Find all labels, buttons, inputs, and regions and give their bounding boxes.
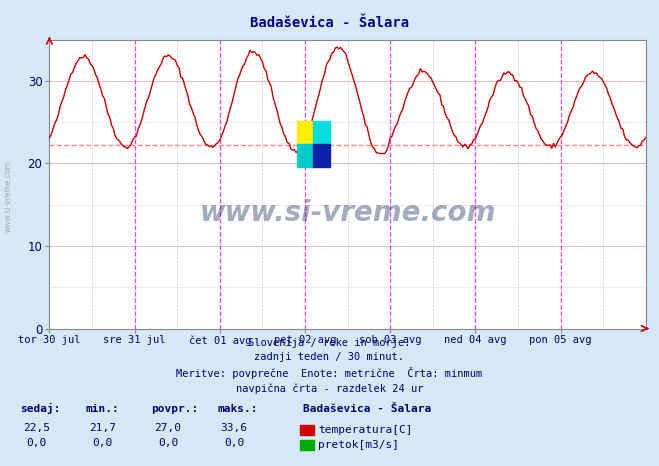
- Bar: [313, 144, 330, 167]
- Text: 33,6: 33,6: [221, 423, 247, 433]
- Text: 22,5: 22,5: [23, 423, 49, 433]
- Text: 0,0: 0,0: [224, 439, 244, 448]
- Text: sedaj:: sedaj:: [20, 404, 60, 414]
- Text: Slovenija / reke in morje.
zadnji teden / 30 minut.
Meritve: povprečne  Enote: m: Slovenija / reke in morje. zadnji teden …: [177, 338, 482, 394]
- Text: 21,7: 21,7: [89, 423, 115, 433]
- Bar: [297, 121, 313, 144]
- Text: www.si-vreme.com: www.si-vreme.com: [200, 199, 496, 227]
- Polygon shape: [297, 144, 313, 167]
- Text: Badaševica - Šalara: Badaševica - Šalara: [303, 404, 432, 414]
- Bar: [313, 121, 330, 144]
- Text: 0,0: 0,0: [158, 439, 178, 448]
- Text: 27,0: 27,0: [155, 423, 181, 433]
- Text: povpr.:: povpr.:: [152, 404, 199, 414]
- Text: temperatura[C]: temperatura[C]: [318, 425, 413, 435]
- Text: min.:: min.:: [86, 404, 119, 414]
- Text: 0,0: 0,0: [92, 439, 112, 448]
- Text: Badaševica - Šalara: Badaševica - Šalara: [250, 16, 409, 30]
- Text: pretok[m3/s]: pretok[m3/s]: [318, 440, 399, 450]
- Text: 0,0: 0,0: [26, 439, 46, 448]
- Text: maks.:: maks.:: [217, 404, 258, 414]
- Text: www.si-vreme.com: www.si-vreme.com: [3, 160, 13, 232]
